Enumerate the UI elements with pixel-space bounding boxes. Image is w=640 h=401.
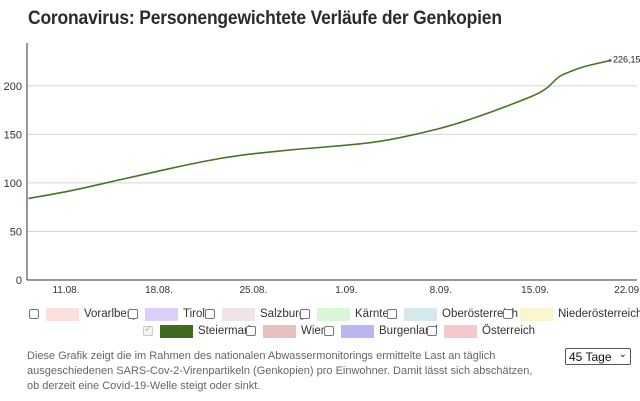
x-tick-label: 18.08. — [145, 285, 173, 296]
chart-description: Diese Grafik zeigt die im Rahmen des nat… — [27, 350, 533, 392]
legend-checkbox[interactable] — [128, 309, 138, 319]
legend-swatch — [46, 307, 79, 321]
legend-swatch — [160, 324, 193, 338]
legend-checkbox[interactable] — [387, 309, 397, 319]
x-tick-label: 1.09. — [335, 285, 357, 296]
legend-label: Tirol — [183, 308, 205, 320]
legend-item-k-rnten[interactable]: Kärnten — [300, 306, 395, 322]
time-range-select[interactable]: 45 Tage ⌄ — [565, 348, 631, 365]
legend-label: Niederösterreich — [558, 308, 640, 320]
x-tick-label: 11.08. — [52, 285, 79, 296]
y-tick-label: 100 — [4, 178, 22, 190]
legend-item--sterreich[interactable]: Österreich — [427, 323, 535, 339]
legend-swatch — [263, 324, 296, 338]
legend-checkbox[interactable] — [300, 309, 310, 319]
legend-item-burgenland[interactable]: Burgenland — [324, 323, 438, 339]
legend-checkbox[interactable] — [246, 326, 256, 336]
legend-item-tirol[interactable]: Tirol — [128, 306, 205, 322]
x-tick-label: 15.09. — [521, 285, 549, 296]
series-end-point — [608, 58, 612, 62]
legend-label: Burgenland — [379, 325, 438, 337]
legend-swatch — [222, 307, 255, 321]
chevron-down-icon: ⌄ — [618, 349, 627, 360]
legend-row: Steiermark Wien Burgenland Österreich — [0, 323, 640, 339]
legend-checkbox[interactable] — [29, 309, 39, 319]
legend-label: Steiermark — [198, 325, 254, 337]
y-tick-label: 0 — [16, 275, 22, 287]
x-tick-label: 22.09. — [614, 285, 640, 296]
legend-label: Österreich — [482, 325, 536, 337]
line-chart: 0 50 100 150 200 11.08. 18.08. 25.08. 1.09. 8.09.… — [4, 43, 640, 296]
legend-item-salzburg[interactable]: Salzburg — [205, 306, 305, 322]
legend-item-steiermark[interactable]: Steiermark — [143, 323, 254, 339]
legend-row: Vorarlberg Tirol Salzburg Kärnten Oberösterr… — [0, 306, 640, 322]
legend-checkbox[interactable] — [143, 324, 153, 336]
legend-label: Salzburg — [260, 308, 306, 320]
legend-swatch — [520, 307, 553, 321]
legend-checkbox[interactable] — [205, 309, 215, 319]
legend-swatch — [404, 307, 437, 321]
time-range-value: 45 Tage — [569, 349, 612, 364]
legend-item-ober-sterreich[interactable]: Oberösterreich — [387, 306, 518, 322]
legend-swatch — [341, 324, 374, 338]
y-tick-label: 50 — [10, 226, 22, 238]
legend-swatch — [444, 324, 477, 338]
legend-swatch — [145, 307, 178, 321]
legend-item-nieder-sterreich[interactable]: Niederösterreich — [503, 306, 640, 322]
legend-item-wien[interactable]: Wien — [246, 323, 327, 339]
legend-checkbox[interactable] — [324, 326, 334, 336]
end-value-label: 226,15 — [613, 54, 640, 64]
legend-label: Wien — [301, 325, 328, 337]
series-line-steiermark — [28, 59, 611, 200]
legend-item-vorarlberg[interactable]: Vorarlberg — [29, 306, 137, 322]
legend-swatch — [317, 307, 350, 321]
y-tick-label: 150 — [4, 129, 22, 141]
legend-label: Kärnten — [355, 308, 396, 320]
legend-checkbox[interactable] — [503, 309, 513, 319]
legend-checkbox[interactable] — [427, 326, 437, 336]
chart-title: Coronavirus: Personengewichtete Verläufe… — [28, 8, 502, 29]
y-tick-label: 200 — [4, 81, 22, 93]
x-tick-label: 25.08. — [239, 285, 267, 296]
legend-label: Oberösterreich — [442, 308, 519, 320]
legend-label: Vorarlberg — [84, 308, 138, 320]
x-tick-label: 8.09. — [430, 285, 452, 296]
